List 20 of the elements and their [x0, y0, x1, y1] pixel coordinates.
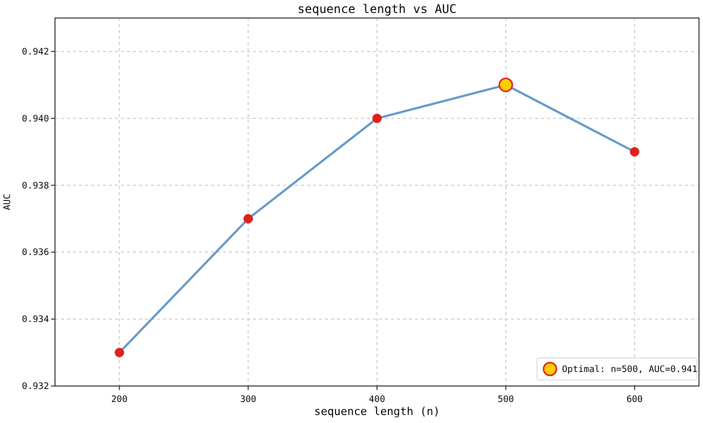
- x-tick-label: 600: [626, 395, 643, 405]
- y-tick-label: 0.932: [22, 382, 49, 392]
- x-tick-label: 300: [240, 395, 256, 405]
- y-tick-label: 0.942: [22, 47, 49, 58]
- chart-title: sequence length vs AUC: [298, 2, 456, 16]
- y-tick-label: 0.938: [22, 181, 49, 192]
- x-axis-title: sequence length (n): [314, 405, 440, 418]
- y-tick-label: 0.934: [22, 315, 49, 326]
- legend-label: Optimal: n=500, AUC=0.941: [562, 365, 698, 375]
- x-tick-label: 500: [498, 395, 514, 405]
- point: [498, 78, 514, 92]
- point: [243, 214, 253, 224]
- x-tick-label: 200: [111, 395, 128, 405]
- point: [114, 348, 124, 358]
- x-tick-label: 400: [368, 395, 386, 405]
- point: [372, 114, 382, 124]
- y-tick-label: 0.940: [22, 114, 49, 124]
- y-tick-label: 0.936: [22, 248, 49, 258]
- y-axis-title: AUC: [3, 194, 13, 210]
- point: [630, 147, 640, 157]
